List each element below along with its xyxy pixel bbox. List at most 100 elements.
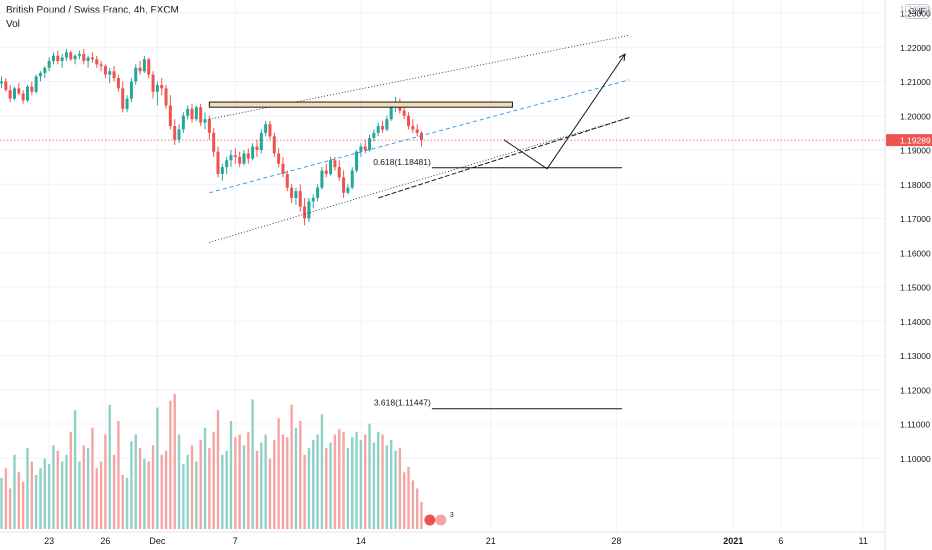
volume-bar [39,468,42,529]
x-tick-label: 21 [486,536,496,546]
volume-bar [0,477,3,529]
candle-body [376,126,380,133]
candle-body [285,173,289,188]
candle-body [51,55,55,61]
drawings-layer: 0.618(1.18481) 3.618(1.11447) 3 [0,34,885,526]
volume-bar [203,427,207,529]
volume-bar [104,434,107,529]
volume-bar [112,454,116,529]
volume-bar [143,458,146,529]
volume-bar [8,488,12,529]
event-flag-icon [424,514,436,526]
volume-bar [73,410,77,529]
candle-body [220,167,224,174]
volume-bar [398,448,402,529]
volume-bar [299,421,302,529]
volume-bar [91,427,94,529]
candle-body [359,146,363,152]
candle-body [272,136,276,154]
candle-body [34,76,38,92]
volume-bar [307,448,311,529]
x-tick-label: 2021 [723,536,743,546]
candle-body [290,187,294,198]
y-tick-label: 1.21000 [900,77,931,87]
volume-bar [34,475,38,529]
volume-bar [95,468,98,529]
last-price-label: 1.19289 [900,136,931,146]
volume-bar [286,437,289,529]
candle-body [8,90,12,99]
currency-badge[interactable]: CHF [905,4,929,19]
candle-body [389,107,393,120]
candle-body [229,155,233,161]
candle-body [47,60,51,68]
candle-body [90,57,94,60]
volume-bar [4,468,8,529]
volume-bar [52,445,55,529]
volume-bar [415,488,419,529]
candle-body [116,78,120,89]
candle-body [147,59,151,75]
y-tick-label: 1.15000 [900,283,931,293]
candle-body [385,119,389,130]
volume-bar [65,454,68,529]
volume-bar [372,442,376,529]
x-tick-label: 14 [356,536,366,546]
candle-body [99,64,103,67]
candle-body [298,191,302,207]
volume-bar [195,461,198,529]
candle-body [138,67,142,72]
candle-body [324,170,328,174]
volume-bar [394,450,397,529]
candle-body [0,81,3,84]
candle-body [64,52,68,58]
candle-body [30,86,34,92]
projection-arrowhead [618,53,626,62]
candle-body [320,170,324,188]
volume-bar [268,458,272,529]
candle-body [56,55,60,61]
candle-body [264,124,268,133]
volume-indicator-label[interactable]: Vol [6,19,20,30]
candle-body [350,170,354,188]
volume-bar [368,423,371,529]
y-tick-label: 1.19000 [900,146,931,156]
volume-bar [221,454,224,529]
volume-bar [130,441,133,529]
candle-body [363,146,367,150]
volume-bar [17,472,21,529]
volume-bar [281,434,285,529]
x-tick-label: 11 [858,536,867,546]
channel-lower-line [209,117,630,243]
fib-level-3618-label: 3.618(1.11447) [374,398,431,408]
volume-bar [273,439,276,529]
candle-body [155,84,159,92]
candle-body [199,107,203,123]
volume-bar [21,481,25,529]
candle-body [233,155,237,157]
volume-bar [420,502,423,529]
candle-body [311,197,315,202]
candle-body [207,119,211,133]
candle-body [420,132,424,141]
candle-body [121,88,125,109]
projection-path [503,53,626,170]
fib-level-0618-label: 0.618(1.18481) [373,157,431,167]
last-price-tag [886,134,932,147]
x-tick-label: Dec [149,536,166,546]
candle-body [342,177,346,193]
volume-bar [156,407,159,529]
volume-bar [320,414,324,529]
volume-bar [212,431,215,529]
volume-bar [108,404,111,529]
volume-bar [277,418,280,529]
x-tick-label: 28 [611,536,621,546]
volume-bar [86,448,90,529]
volume-bar [359,439,363,529]
y-tick-label: 1.18000 [900,180,931,190]
volume-bar [117,421,120,529]
volume-bar [294,427,298,529]
volume-bar [385,445,389,529]
volume-bars [0,394,423,529]
